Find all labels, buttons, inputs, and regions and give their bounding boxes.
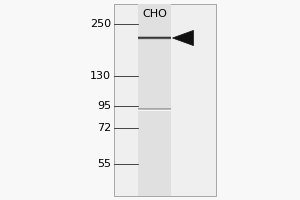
Bar (138, 39, 171, 40)
Text: 95: 95 (97, 101, 111, 111)
Bar (114, 4, 216, 196)
Text: 250: 250 (90, 19, 111, 29)
Text: 55: 55 (97, 159, 111, 169)
Bar (138, 36, 171, 37)
Bar (138, 37, 171, 38)
Text: 130: 130 (90, 71, 111, 81)
Bar (138, 38, 171, 39)
Polygon shape (172, 30, 194, 46)
Bar (138, 4, 171, 196)
Text: CHO: CHO (142, 9, 167, 19)
Text: 72: 72 (97, 123, 111, 133)
